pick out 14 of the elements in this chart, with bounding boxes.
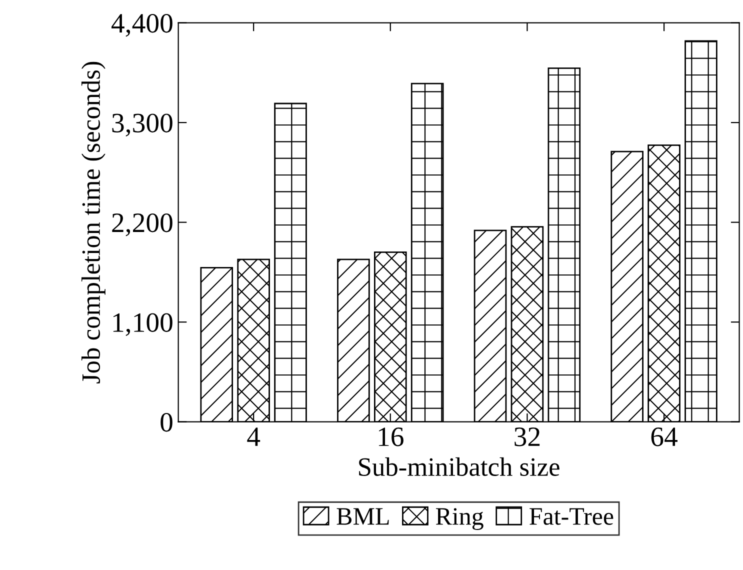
y-axis-title: Job completion time (seconds) bbox=[81, 62, 106, 384]
x-tick-label: 16 bbox=[378, 428, 404, 446]
y-tick-label: 2,200 bbox=[112, 213, 172, 236]
y-tick-label: 3,300 bbox=[112, 114, 172, 136]
x-tick-label: 4 bbox=[247, 428, 260, 446]
y-tick-label: 4,400 bbox=[112, 14, 172, 37]
x-tick-label: 32 bbox=[514, 428, 540, 446]
y-tick-label: 1,100 bbox=[113, 313, 172, 336]
legend-label: Fat-Tree bbox=[530, 508, 614, 525]
x-axis-title: Sub-minibatch size bbox=[359, 457, 560, 476]
legend-label: Ring bbox=[436, 508, 484, 530]
y-tick-label: 0 bbox=[160, 412, 172, 432]
legend-label: BML bbox=[336, 508, 389, 525]
x-tick-label: 64 bbox=[651, 428, 678, 446]
